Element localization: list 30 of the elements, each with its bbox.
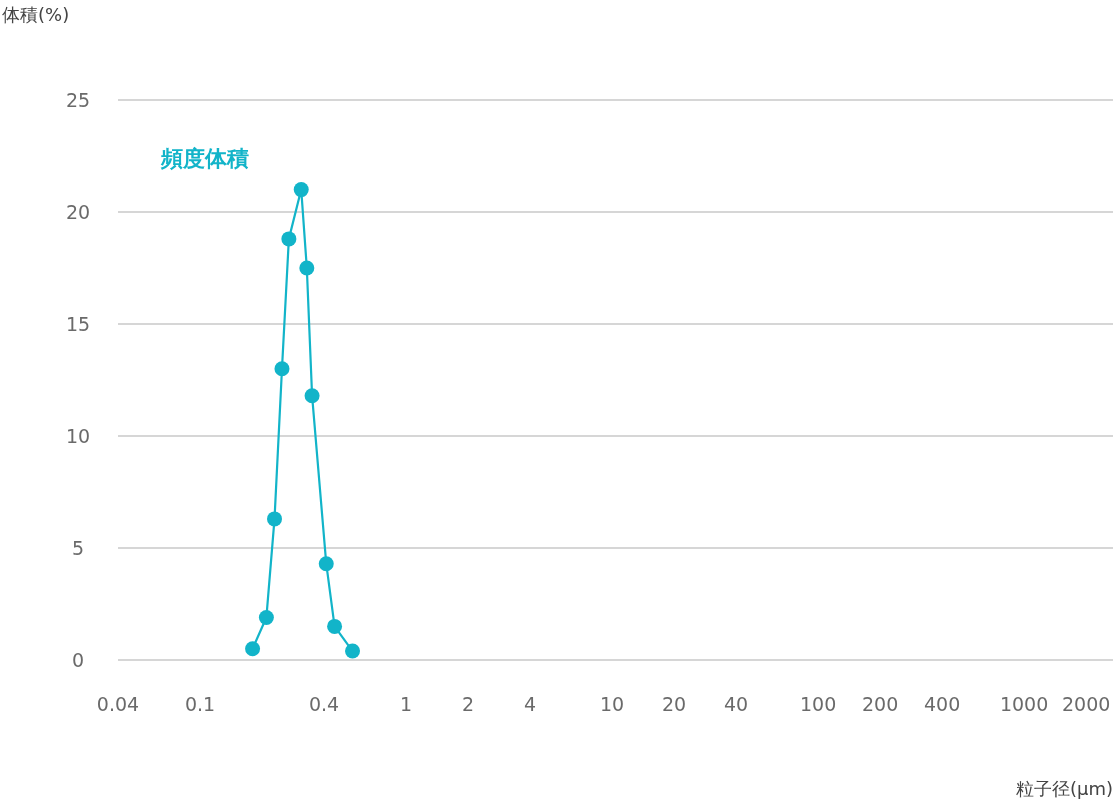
y-axis-title: 体積(%) <box>2 4 70 25</box>
x-tick-label: 10 <box>599 693 625 715</box>
point <box>293 182 309 198</box>
y-tick-label: 10 <box>65 425 91 447</box>
text: 頻度体積 <box>160 146 249 171</box>
y-tick-label: 25 <box>65 89 91 111</box>
x-tick-label: 0.04 <box>96 693 140 715</box>
x-tick-label: 40 <box>724 693 749 715</box>
x-tick-label: 100 <box>799 693 837 715</box>
x-tick-label: 4 <box>524 693 537 715</box>
point <box>318 556 334 572</box>
x-tick-label: 0.4 <box>308 693 340 715</box>
x-tick-label: 1000 <box>999 693 1049 715</box>
x-tick-label: 400 <box>924 693 961 715</box>
y-tick-label: 0 <box>71 649 85 671</box>
point <box>299 260 315 276</box>
point <box>267 511 283 527</box>
x-axis-title: 粒子径(μm) <box>1015 778 1113 799</box>
y-tick-label: 5 <box>71 537 85 559</box>
x-tick-label: 2 <box>462 693 475 715</box>
y-tick-label: 20 <box>65 201 91 223</box>
x-tick-label: 1 <box>399 693 413 715</box>
point <box>274 361 290 377</box>
y-tick-label: 15 <box>65 313 91 335</box>
x-tick-label: 0.1 <box>184 693 216 715</box>
point <box>327 618 343 634</box>
x-tick-label: 200 <box>861 693 899 715</box>
x-tick-label: 20 <box>661 693 687 715</box>
x-tick-label: 2000 <box>1061 693 1111 715</box>
point <box>258 609 274 625</box>
